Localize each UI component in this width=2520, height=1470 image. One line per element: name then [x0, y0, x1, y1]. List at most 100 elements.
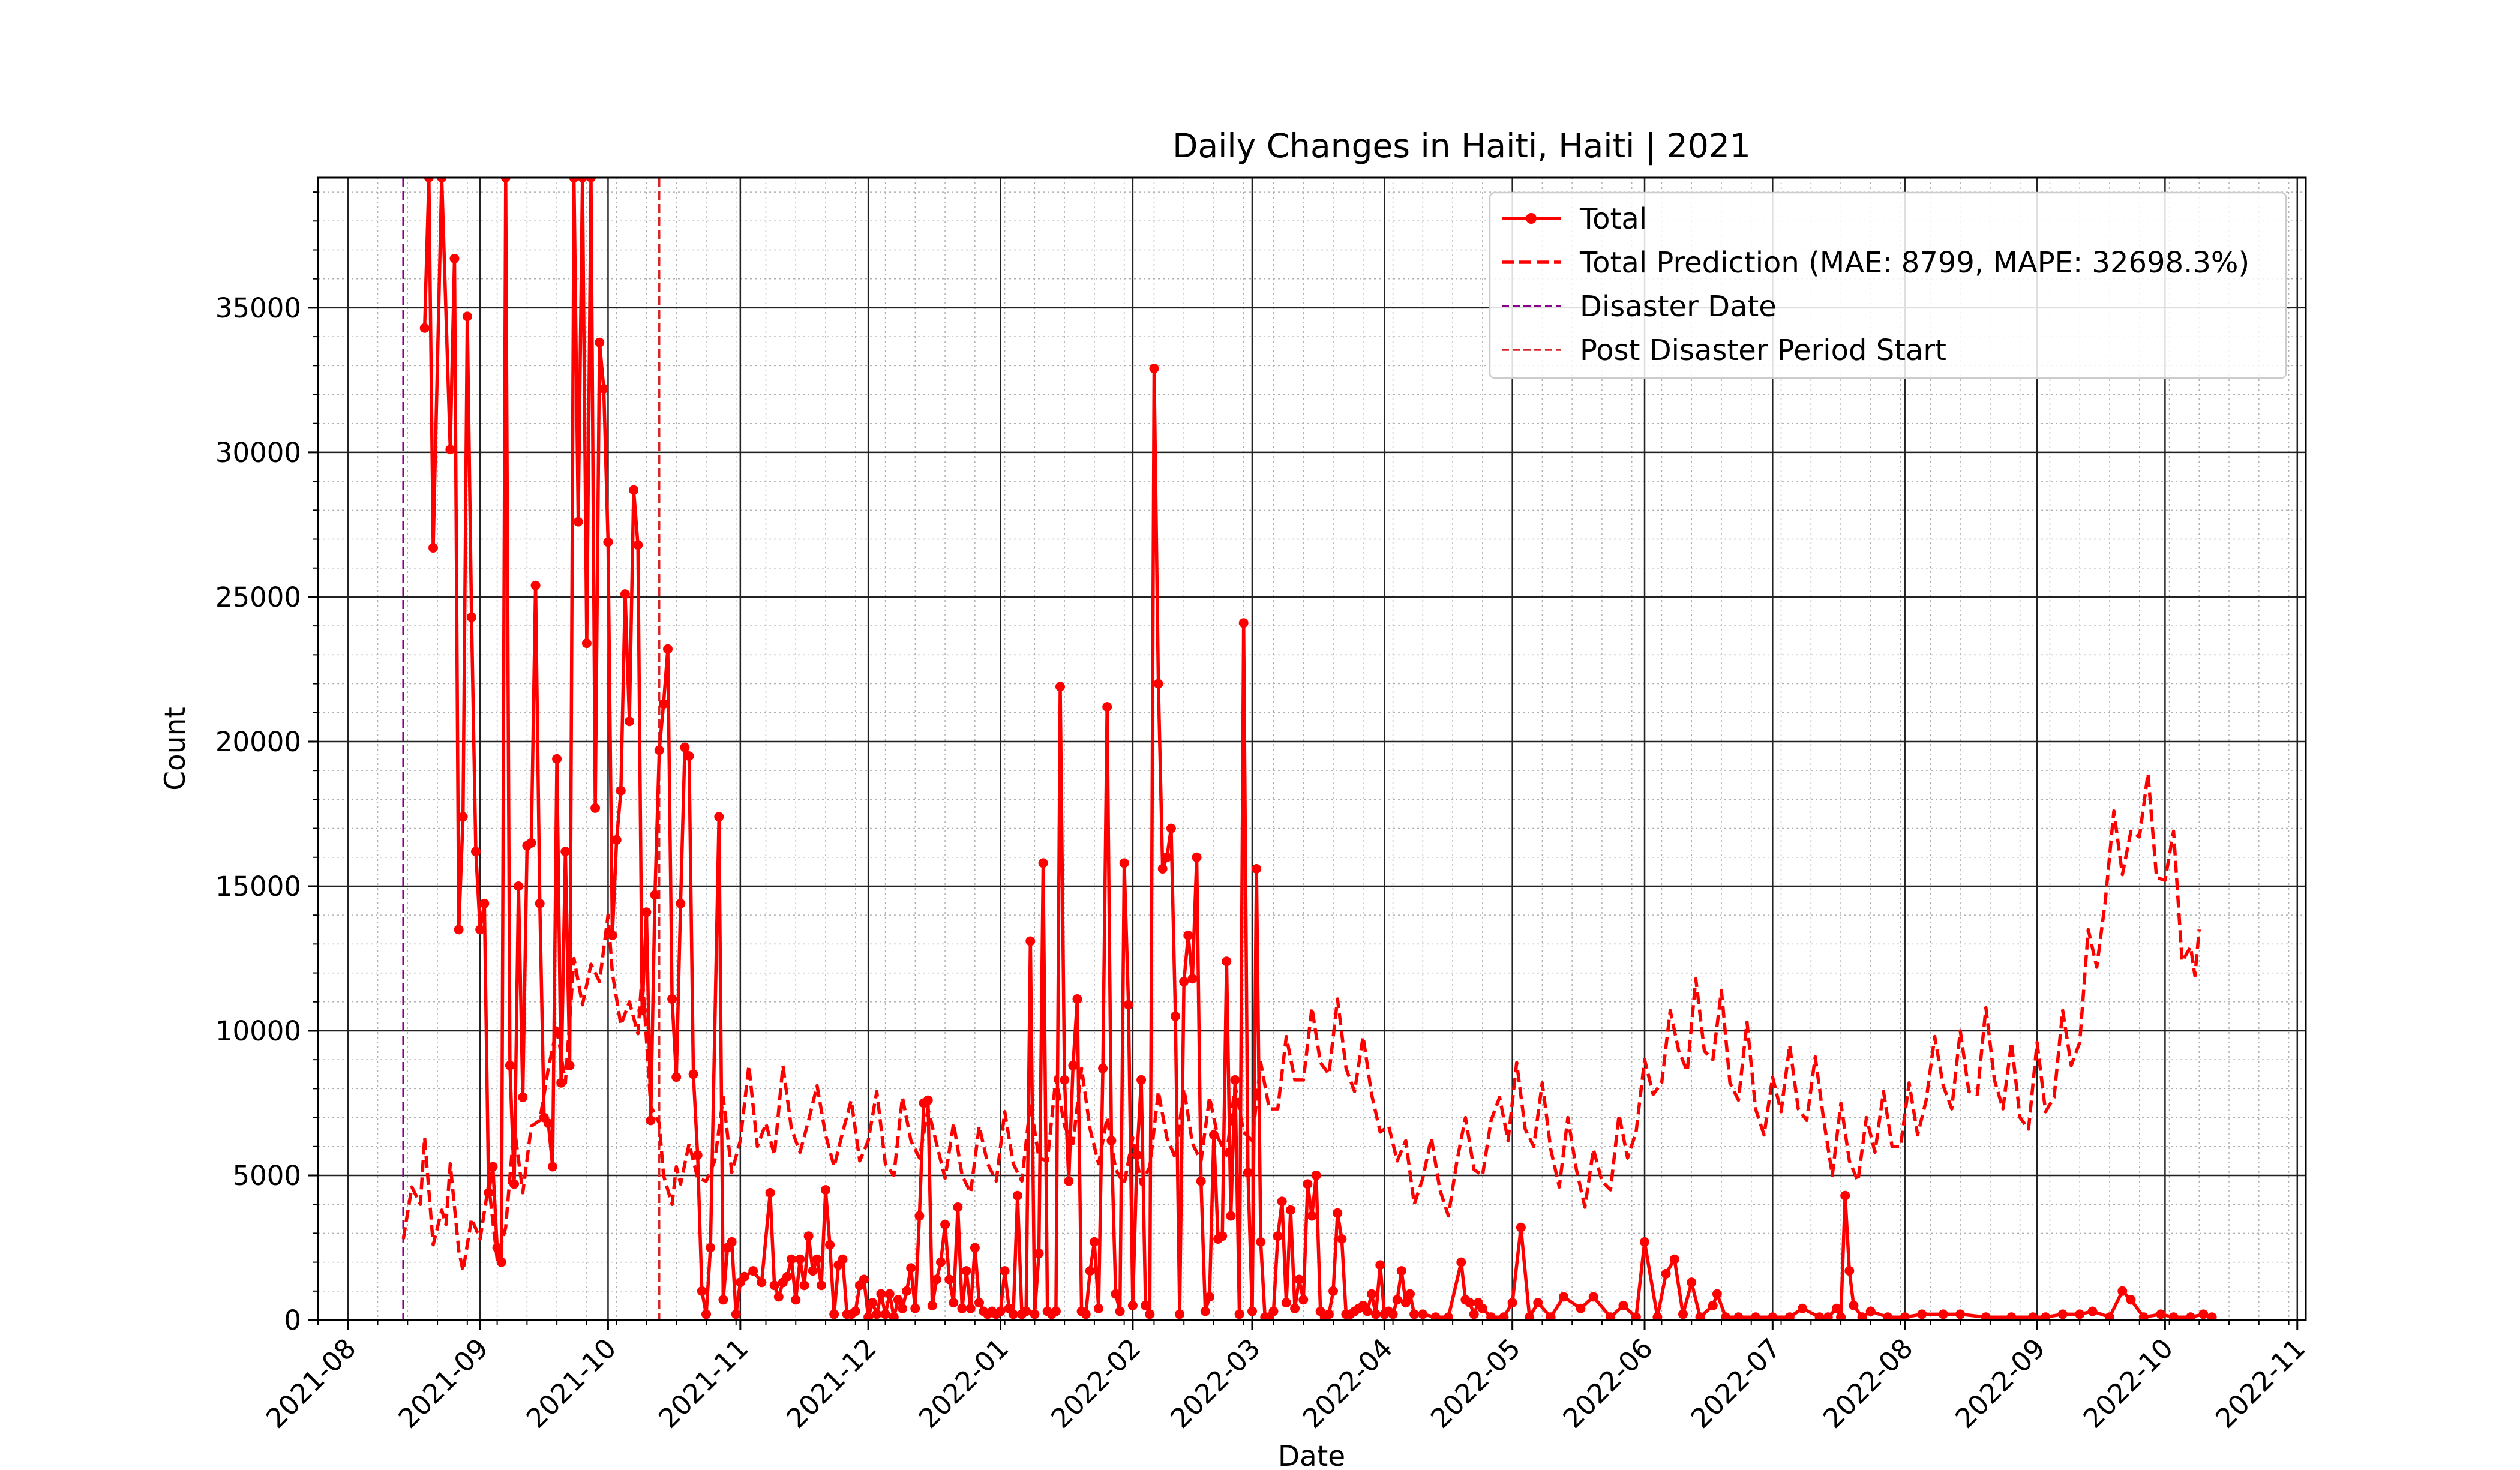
data-point [1094, 1303, 1103, 1313]
data-point [1533, 1298, 1543, 1308]
y-tick-label: 30000 [215, 437, 301, 469]
data-point [1721, 1312, 1731, 1320]
data-point [1021, 1306, 1031, 1316]
data-point [821, 1185, 830, 1195]
data-point [2075, 1309, 2085, 1319]
data-point [633, 540, 643, 550]
data-point [611, 835, 622, 845]
data-point [906, 1263, 916, 1273]
y-tick-label: 5000 [232, 1160, 301, 1192]
data-point [1375, 1260, 1385, 1270]
data-point [940, 1219, 950, 1229]
data-point [1089, 1237, 1099, 1247]
data-point [863, 1312, 874, 1320]
data-point [1477, 1303, 1487, 1313]
data-point [603, 537, 613, 547]
data-point [714, 812, 724, 822]
data-point [953, 1202, 963, 1212]
data-point [876, 1289, 886, 1299]
data-point [1768, 1312, 1778, 1320]
data-point [449, 254, 460, 263]
data-point [706, 1243, 716, 1253]
data-point [825, 1240, 835, 1250]
data-point [803, 1231, 814, 1241]
data-point [1333, 1208, 1343, 1218]
data-point [1277, 1196, 1287, 1207]
data-point [1849, 1300, 1859, 1310]
data-point [1678, 1309, 1688, 1319]
data-point [479, 898, 490, 908]
data-point [1294, 1274, 1304, 1285]
data-point [692, 1150, 703, 1160]
data-point [1844, 1266, 1855, 1276]
data-point [1136, 1075, 1147, 1085]
data-point [1030, 1309, 1040, 1319]
data-point [889, 1312, 899, 1320]
data-point [1238, 618, 1249, 628]
data-point [569, 178, 579, 182]
y-tick-label: 10000 [215, 1015, 301, 1047]
data-point [629, 485, 639, 495]
data-point [1217, 1231, 1228, 1241]
data-point [701, 1309, 711, 1319]
data-point [488, 1162, 498, 1172]
data-point [1166, 823, 1176, 833]
data-point [1171, 1011, 1180, 1021]
data-point [646, 1115, 656, 1126]
data-point [1222, 956, 1232, 967]
data-point [462, 311, 472, 322]
data-point [428, 543, 438, 553]
data-point [658, 699, 668, 709]
legend-marker-0 [1526, 213, 1537, 224]
data-point [586, 178, 596, 182]
data-point [816, 1280, 826, 1291]
data-point [1307, 1211, 1317, 1221]
data-point [1012, 1190, 1022, 1201]
data-point [1388, 1309, 1398, 1319]
data-point [1127, 1300, 1138, 1310]
data-point [1183, 930, 1193, 940]
data-point [1661, 1268, 1671, 1279]
data-point [2138, 1312, 2149, 1320]
data-point [949, 1298, 959, 1308]
series-line-1 [401, 772, 2201, 1273]
data-point [1733, 1312, 1744, 1320]
data-point [445, 445, 455, 455]
plot-frame [317, 176, 2307, 1321]
data-point [923, 1095, 933, 1105]
data-point [1367, 1289, 1376, 1299]
data-point [970, 1243, 980, 1253]
data-point [654, 745, 664, 755]
data-point [1038, 858, 1048, 868]
data-point [671, 1072, 682, 1082]
data-point [599, 383, 609, 394]
data-point [1469, 1309, 1479, 1319]
x-axis-label: Date [1278, 1440, 1345, 1470]
data-point [965, 1303, 976, 1313]
data-point [791, 1295, 801, 1305]
data-point [893, 1295, 903, 1305]
data-point [1162, 852, 1172, 862]
data-point [1337, 1234, 1347, 1244]
data-point [684, 751, 694, 761]
data-point [1687, 1277, 1697, 1288]
data-point [1153, 679, 1163, 689]
data-point [910, 1303, 920, 1313]
data-point [471, 847, 481, 857]
data-point [829, 1309, 839, 1319]
data-point [518, 1092, 528, 1102]
y-axis-label: Count [159, 707, 192, 791]
data-point [1409, 1309, 1420, 1319]
data-point [688, 1069, 698, 1079]
data-point [727, 1237, 737, 1247]
data-point [1102, 702, 1112, 712]
data-point [1418, 1309, 1428, 1319]
data-point [1303, 1179, 1313, 1189]
data-point [1256, 1237, 1266, 1247]
data-point [872, 1309, 882, 1319]
legend-label-3: Post Disaster Period Start [1580, 334, 1946, 367]
data-point [1008, 1309, 1018, 1319]
data-point [650, 890, 660, 900]
data-point [2028, 1312, 2038, 1320]
